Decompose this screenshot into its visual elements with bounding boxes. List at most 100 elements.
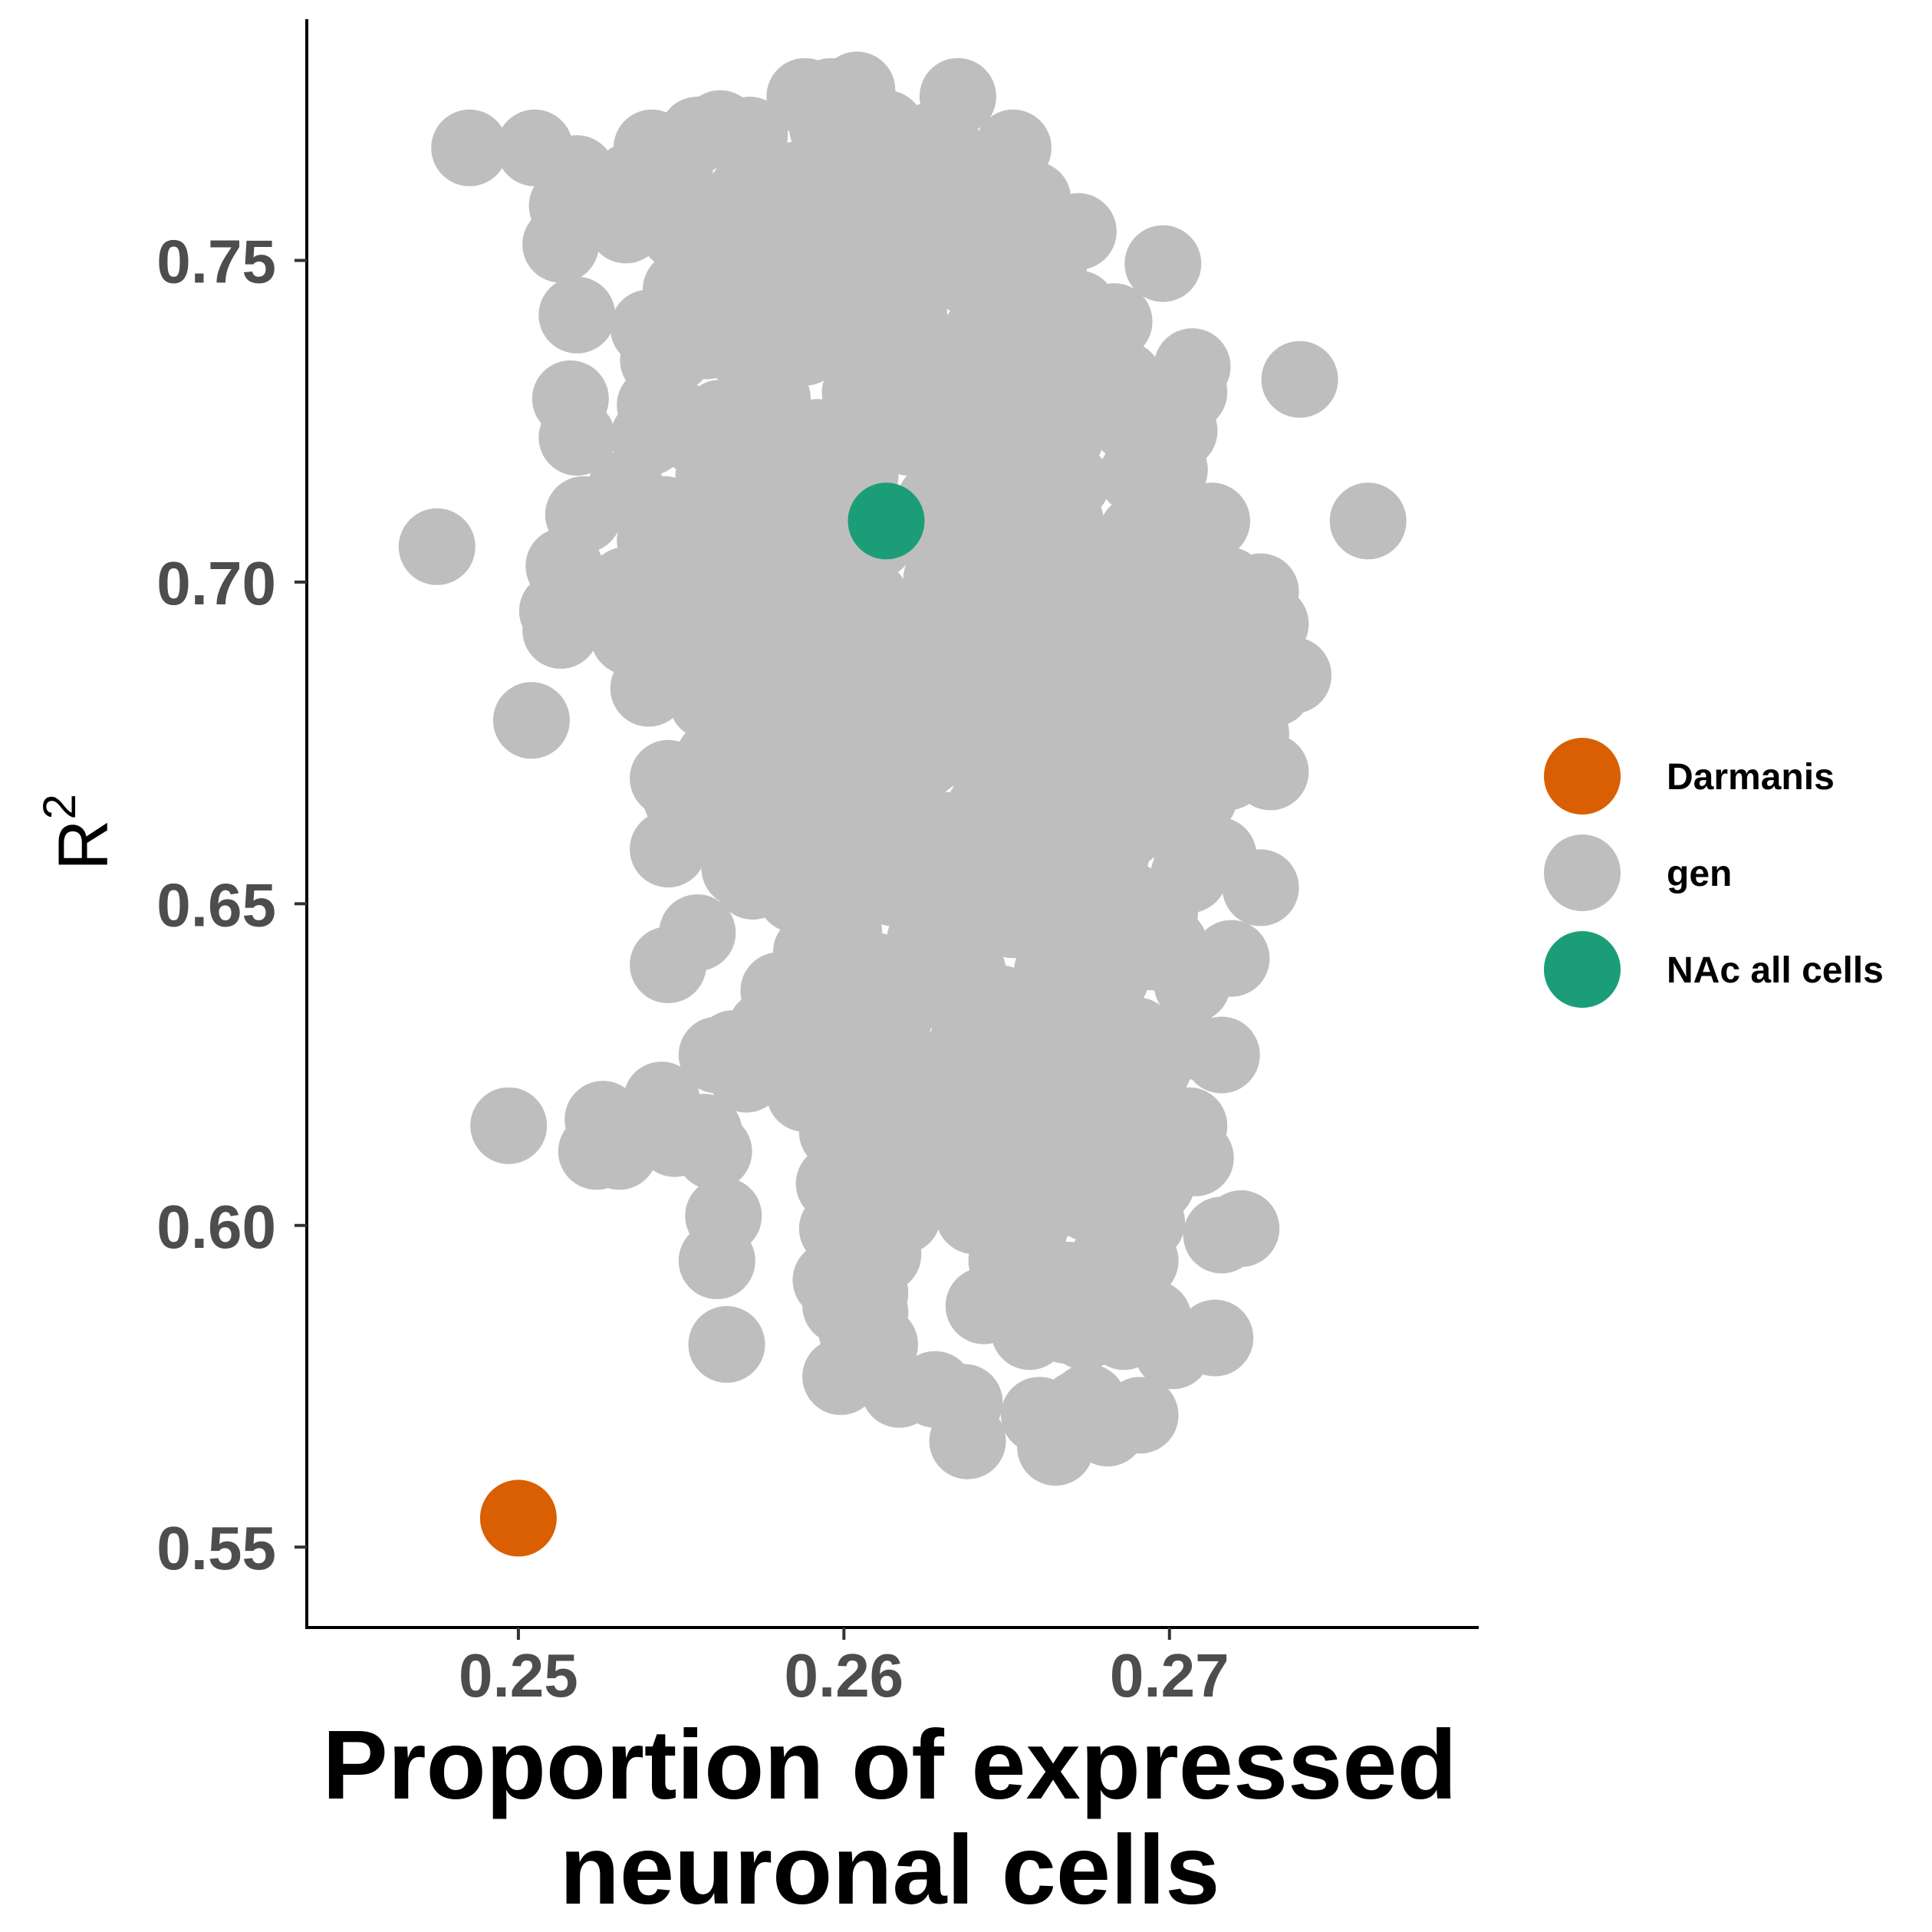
y-tick-label: 0.75 — [156, 228, 276, 296]
point-gen — [1039, 675, 1117, 752]
point-gen — [1261, 341, 1338, 418]
point-gen — [919, 58, 996, 135]
x-axis-title-line-1: Proportion of expressed — [322, 1710, 1456, 1820]
point-nac-all-cells — [848, 482, 925, 560]
legend-label-nac-all-cells: NAc all cells — [1667, 950, 1884, 991]
point-gen — [678, 1222, 755, 1299]
point-gen — [844, 373, 922, 450]
point-gen — [1101, 1377, 1179, 1454]
point-gen — [968, 1222, 1045, 1299]
legend-key-darmanis — [1544, 738, 1621, 815]
x-axis-title-line-2: neuronal cells — [560, 1815, 1220, 1925]
point-gen — [756, 193, 834, 270]
y-tick-label: 0.55 — [156, 1514, 276, 1582]
point-gen — [871, 276, 948, 354]
legend: Darmanis gen NAc all cells — [1544, 738, 1884, 1008]
point-gen — [854, 109, 931, 186]
point-gen — [617, 502, 694, 579]
point-gen — [1111, 1280, 1189, 1358]
point-gen — [604, 591, 681, 669]
points-layer — [398, 51, 1407, 1557]
point-gen — [1203, 1190, 1280, 1267]
y-tick-label: 0.65 — [156, 871, 276, 939]
legend-key-gen — [1544, 834, 1621, 911]
point-gen — [630, 927, 707, 1003]
point-gen — [831, 1274, 909, 1351]
point-gen — [538, 276, 616, 354]
point-gen — [630, 811, 707, 888]
point-gen — [877, 1158, 954, 1235]
point-gen — [1177, 1299, 1254, 1377]
point-gen — [929, 591, 1006, 669]
point-gen — [952, 521, 1029, 598]
point-gen — [538, 399, 616, 476]
axes — [305, 19, 1479, 1629]
legend-key-nac-all-cells — [1544, 931, 1621, 1008]
point-gen — [1140, 392, 1218, 469]
point-gen — [1114, 1029, 1192, 1107]
point-gen — [1114, 913, 1192, 991]
point-gen — [903, 334, 980, 412]
point-gen — [789, 424, 867, 502]
point-gen — [691, 650, 769, 727]
point-gen — [945, 772, 1022, 849]
point-gen — [613, 109, 690, 186]
point-gen — [1157, 1119, 1234, 1196]
point-gen — [740, 482, 818, 560]
legend-item-gen: gen — [1544, 834, 1732, 911]
point-gen — [492, 682, 570, 759]
x-ticks: 0.25 0.26 0.27 — [459, 1628, 1229, 1710]
y-axis-title-superscript: 2 — [34, 794, 85, 819]
point-gen — [1173, 482, 1250, 560]
x-tick-label: 0.27 — [1110, 1641, 1229, 1710]
point-gen — [916, 881, 993, 959]
point-gen — [815, 244, 893, 321]
point-gen — [766, 1055, 844, 1132]
point-gen — [838, 1055, 915, 1132]
point-gen — [1255, 637, 1332, 714]
y-ticks: 0.55 0.60 0.65 0.70 0.75 — [156, 228, 307, 1582]
y-axis-title-main: R — [44, 819, 123, 870]
point-gen — [805, 656, 883, 733]
point-gen — [558, 1113, 635, 1190]
point-gen — [831, 559, 909, 637]
point-gen — [746, 978, 824, 1055]
point-gen — [1091, 604, 1169, 682]
legend-item-nac-all-cells: NAc all cells — [1544, 931, 1884, 1008]
point-gen — [877, 173, 954, 251]
point-gen — [714, 843, 792, 920]
point-gen — [708, 1035, 785, 1113]
point-gen — [1059, 515, 1137, 592]
point-gen — [1052, 296, 1130, 373]
point-gen — [926, 1364, 1003, 1441]
y-tick-label: 0.70 — [156, 549, 276, 617]
legend-item-darmanis: Darmanis — [1544, 738, 1835, 815]
point-gen — [1160, 759, 1237, 836]
point-gen — [688, 1305, 765, 1383]
legend-label-darmanis: Darmanis — [1667, 757, 1835, 798]
point-gen — [978, 1010, 1055, 1088]
point-gen — [665, 276, 742, 354]
point-gen — [802, 1338, 880, 1415]
point-gen — [398, 508, 476, 585]
point-gen — [708, 399, 785, 476]
point-gen — [522, 206, 600, 283]
point-gen — [431, 109, 509, 186]
point-gen — [1124, 225, 1202, 302]
x-tick-label: 0.26 — [784, 1641, 903, 1710]
point-gen — [1329, 482, 1407, 560]
point-gen — [1017, 1409, 1094, 1486]
point-gen — [756, 707, 834, 785]
point-gen — [811, 1190, 889, 1267]
point-gen — [675, 1113, 752, 1190]
legend-label-gen: gen — [1667, 854, 1732, 894]
point-gen — [887, 720, 964, 798]
point-darmanis — [479, 1479, 557, 1557]
point-gen — [1183, 1016, 1260, 1094]
point-gen — [470, 1087, 548, 1164]
x-tick-label: 0.25 — [459, 1641, 578, 1710]
point-gen — [789, 90, 867, 167]
y-axis-title: R2 — [34, 794, 123, 871]
point-gen — [991, 1293, 1068, 1371]
